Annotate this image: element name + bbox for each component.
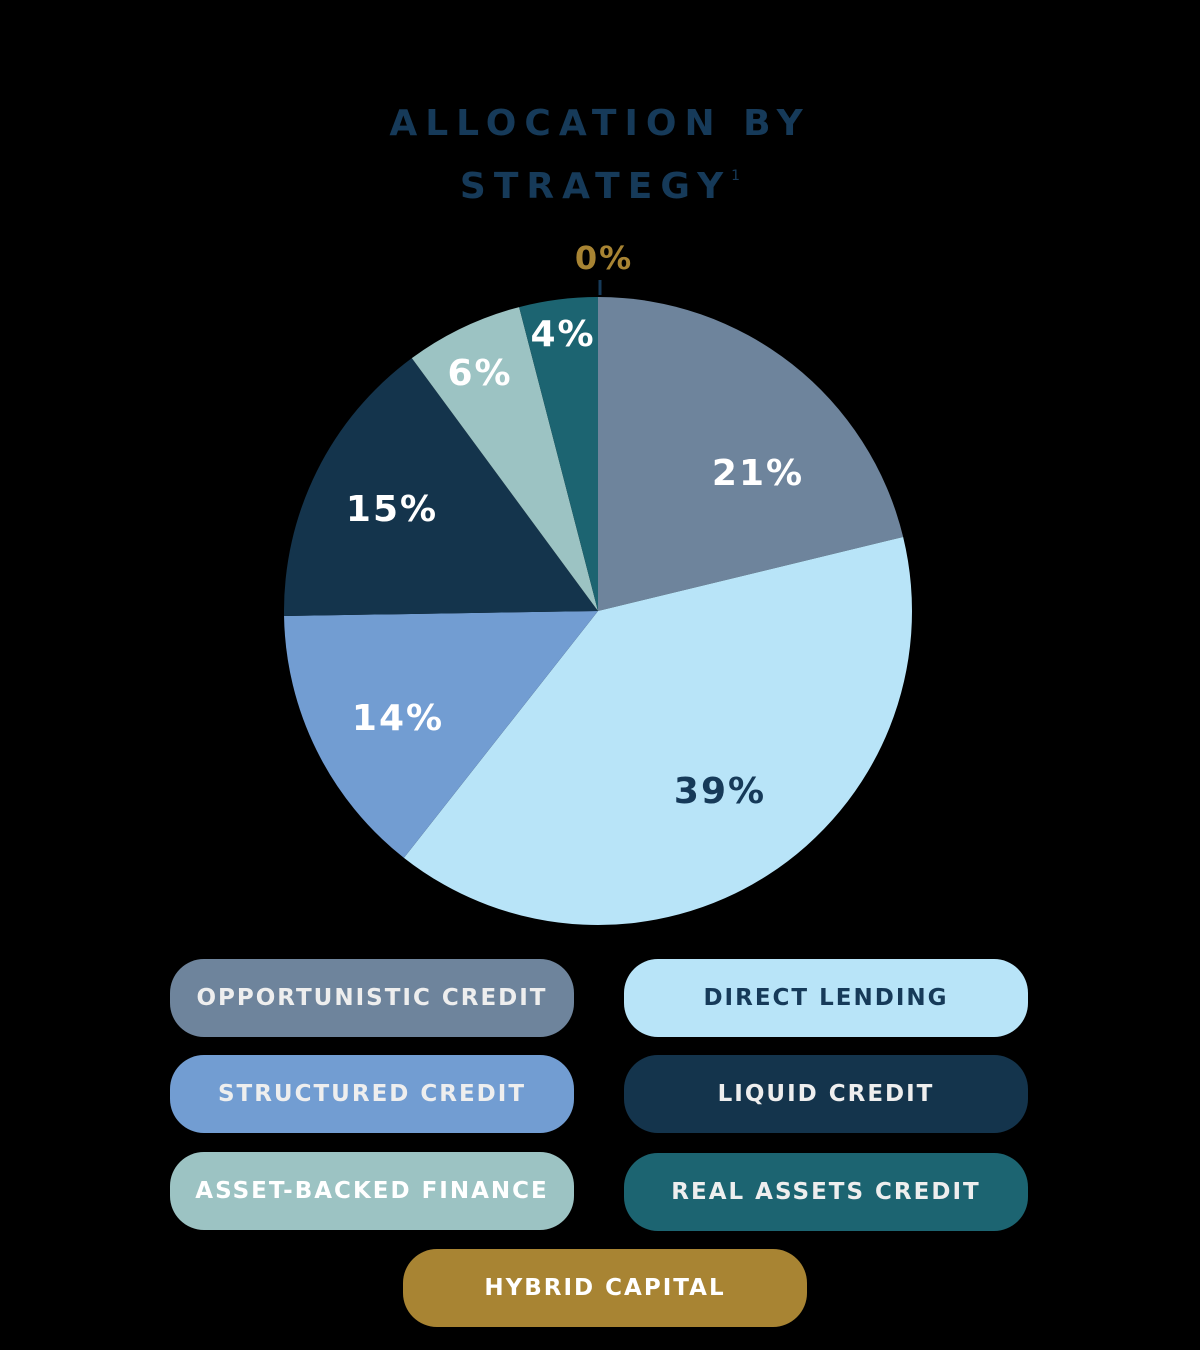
chart-title-line2: STRATEGY1 xyxy=(0,150,1200,213)
legend-item-liquid-credit[interactable]: LIQUID CREDIT xyxy=(624,1055,1028,1133)
pie-slice-direct-lending xyxy=(403,536,912,926)
legend-item-opportunistic-credit[interactable]: OPPORTUNISTIC CREDIT xyxy=(170,959,574,1037)
legend-item-real-assets-credit[interactable]: REAL ASSETS CREDIT xyxy=(624,1153,1028,1231)
slice-label-direct-lending: 39% xyxy=(674,771,766,812)
legend-item-label: LIQUID CREDIT xyxy=(717,1081,935,1107)
slice-label-hybrid-capital: 0% xyxy=(575,239,633,277)
slice-label-opportunistic-credit: 21% xyxy=(712,453,804,494)
pie-slice-liquid-credit xyxy=(284,358,598,616)
slice-label-liquid-credit: 15% xyxy=(346,489,438,530)
chart-title-line1: ALLOCATION BY xyxy=(389,103,811,144)
legend-item-label: REAL ASSETS CREDIT xyxy=(671,1179,981,1205)
pie-slice-asset-backed-finance xyxy=(411,307,598,611)
legend-item-label: DIRECT LENDING xyxy=(703,985,949,1011)
legend-item-label: STRUCTURED CREDIT xyxy=(217,1081,527,1107)
chart-title-line2-text: STRATEGY xyxy=(459,166,732,207)
footnote-marker: 1 xyxy=(731,168,741,184)
pie-slice-structured-credit xyxy=(284,611,598,858)
slice-label-structured-credit: 14% xyxy=(352,698,444,739)
legend-item-label: OPPORTUNISTIC CREDIT xyxy=(196,985,548,1011)
pie-slice-real-assets-credit xyxy=(519,297,598,611)
slice-label-asset-backed-finance: 6% xyxy=(447,353,512,394)
pie-slice-opportunistic-credit xyxy=(598,297,904,611)
legend-item-label: ASSET-BACKED FINANCE xyxy=(195,1178,549,1204)
chart-title: ALLOCATION BY STRATEGY1 xyxy=(0,98,1200,213)
legend-item-hybrid-capital[interactable]: HYBRID CAPITAL xyxy=(403,1249,807,1327)
slice-label-real-assets-credit: 4% xyxy=(530,314,595,355)
legend-item-label: HYBRID CAPITAL xyxy=(484,1275,726,1301)
pie-chart: 21% 39% 14% 15% 6% 4% 0% xyxy=(284,239,912,926)
legend-item-asset-backed-finance[interactable]: ASSET-BACKED FINANCE xyxy=(170,1152,574,1230)
legend-item-structured-credit[interactable]: STRUCTURED CREDIT xyxy=(170,1055,574,1133)
legend-item-direct-lending[interactable]: DIRECT LENDING xyxy=(624,959,1028,1037)
